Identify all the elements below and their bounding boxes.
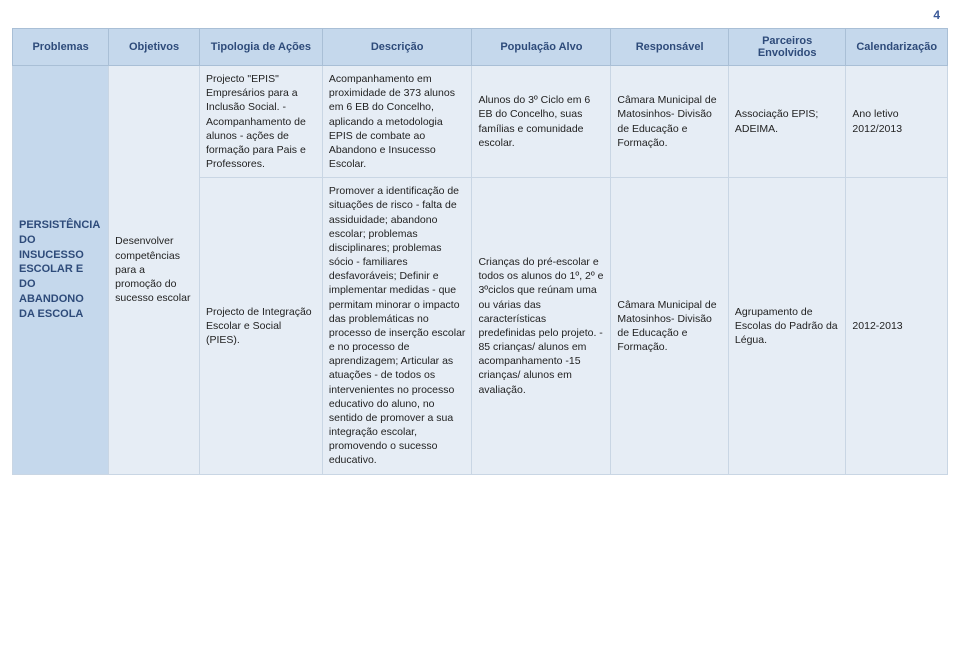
cell-tipologia: Projecto "EPIS" Empresários para a Inclu… <box>199 66 322 178</box>
table-row: PERSISTÊNCIA DO INSUCESSO ESCOLAR E DO A… <box>13 66 948 178</box>
planning-table: Problemas Objetivos Tipologia de Ações D… <box>12 28 948 475</box>
cell-populacao: Crianças do pré-escolar e todos os aluno… <box>472 178 611 474</box>
cell-problemas: PERSISTÊNCIA DO INSUCESSO ESCOLAR E DO A… <box>13 66 109 475</box>
header-row: Problemas Objetivos Tipologia de Ações D… <box>13 29 948 66</box>
col-header-responsavel: Responsável <box>611 29 729 66</box>
page-number: 4 <box>12 8 948 28</box>
col-header-tipologia: Tipologia de Ações <box>199 29 322 66</box>
cell-calendarizacao: 2012-2013 <box>846 178 948 474</box>
cell-responsavel: Câmara Municipal de Matosinhos- Divisão … <box>611 66 729 178</box>
cell-descricao: Acompanhamento em proximidade de 373 alu… <box>322 66 472 178</box>
col-header-calendarizacao: Calendarização <box>846 29 948 66</box>
col-header-populacao: População Alvo <box>472 29 611 66</box>
col-header-objetivos: Objetivos <box>109 29 200 66</box>
cell-calendarizacao: Ano letivo 2012/2013 <box>846 66 948 178</box>
cell-objetivos: Desenvolver competências para a promoção… <box>109 66 200 475</box>
cell-tipologia: Projecto de Integração Escolar e Social … <box>199 178 322 474</box>
cell-parceiros: Agrupamento de Escolas do Padrão da Légu… <box>728 178 846 474</box>
col-header-problemas: Problemas <box>13 29 109 66</box>
cell-descricao: Promover a identificação de situações de… <box>322 178 472 474</box>
cell-responsavel: Câmara Municipal de Matosinhos- Divisão … <box>611 178 729 474</box>
col-header-descricao: Descrição <box>322 29 472 66</box>
cell-parceiros: Associação EPIS; ADEIMA. <box>728 66 846 178</box>
col-header-parceiros: Parceiros Envolvidos <box>728 29 846 66</box>
cell-populacao: Alunos do 3º Ciclo em 6 EB do Concelho, … <box>472 66 611 178</box>
